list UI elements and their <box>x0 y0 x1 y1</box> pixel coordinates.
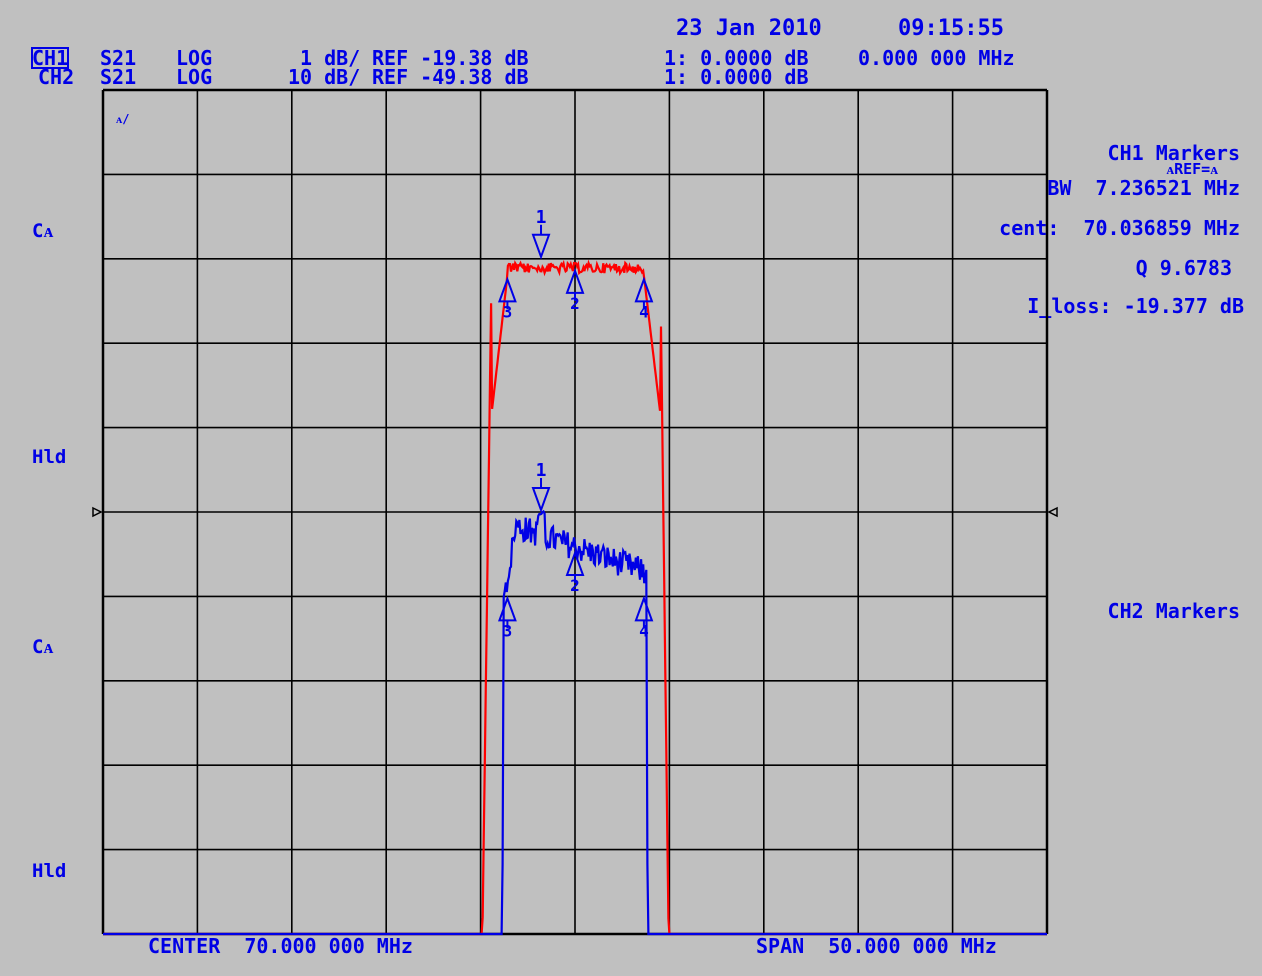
ch2-marker-2: 2 <box>565 550 585 595</box>
ch2-format: LOG <box>176 65 213 89</box>
left-ref-pointer <box>92 506 103 518</box>
ch2-status-hld: Hld <box>32 860 67 882</box>
ch2-trace <box>103 509 1047 936</box>
marker-number: 1 <box>536 460 547 481</box>
ch2-scale: 10 dB/ <box>288 65 361 89</box>
ch2-status-ca: Cᴀ <box>32 636 54 658</box>
ch2-marker-value: 1: 0.0000 dB <box>664 65 809 89</box>
ch1-marker-value: 1: 0.0000 dB <box>664 46 809 70</box>
marker-number: 4 <box>639 621 649 640</box>
ch2-marker-3: 3 <box>497 595 517 640</box>
ch1-status-hld: Hld <box>32 446 67 468</box>
span-frequency: SPAN 50.000 000 MHz <box>756 934 997 958</box>
right-ref-pointer <box>1047 506 1058 518</box>
marker-number: 4 <box>639 302 649 321</box>
marker-arrow <box>531 233 551 260</box>
ch1-marker-4: 4 <box>634 276 654 321</box>
marker-indicator: ᴀ/ <box>116 112 130 126</box>
ch1-marker-3: 3 <box>497 276 517 321</box>
ch1-marker-2: 2 <box>565 268 585 313</box>
marker-number: 2 <box>570 576 580 595</box>
ch1-format: LOG <box>176 46 213 70</box>
marker-number: 3 <box>503 302 513 321</box>
ch2-markers-title: CH2 Markers <box>1107 599 1240 623</box>
ch1-label[interactable]: CH1 <box>30 46 70 70</box>
ch2-ref: REF -49.38 dB <box>372 65 529 89</box>
marker-number: 3 <box>503 621 513 640</box>
ch1-scale: 1 dB/ <box>300 46 361 70</box>
marker-arrow <box>634 595 654 622</box>
center-frequency: CENTER 70.000 000 MHz <box>148 934 413 958</box>
ch2-marker-1: 1 <box>531 460 551 513</box>
ch1-status-ca: Cᴀ <box>32 220 54 242</box>
date-label: 23 Jan 2010 <box>676 16 822 41</box>
ch1-marker-freq: 0.000 000 MHz <box>858 46 1015 70</box>
marker-arrow <box>531 487 551 513</box>
bandwidth-readout: BW 7.236521 MHz <box>1047 176 1240 200</box>
insertion-loss-readout: I_loss: -19.377 dB <box>1027 294 1244 318</box>
q-factor-readout: Q 9.6783 <box>1135 256 1232 280</box>
center-freq-readout: cent: 70.036859 MHz <box>999 216 1240 240</box>
time-label: 09:15:55 <box>898 16 1004 41</box>
marker-arrow <box>497 595 517 622</box>
ch1-ref: REF -19.38 dB <box>372 46 529 70</box>
marker-number: 1 <box>536 207 547 228</box>
marker-number: 2 <box>570 294 580 313</box>
ch2-param: S21 <box>100 65 137 89</box>
ch1-markers-title: CH1 Markers <box>1107 141 1240 165</box>
ch2-label[interactable]: CH2 <box>38 65 75 89</box>
ch2-marker-4: 4 <box>634 595 654 640</box>
ch1-param: S21 <box>100 46 137 70</box>
plot-grid <box>92 88 1058 936</box>
ch1-marker-1: 1 <box>531 207 551 260</box>
ref-mode-label: ᴀREF=ᴀ <box>1166 160 1218 178</box>
